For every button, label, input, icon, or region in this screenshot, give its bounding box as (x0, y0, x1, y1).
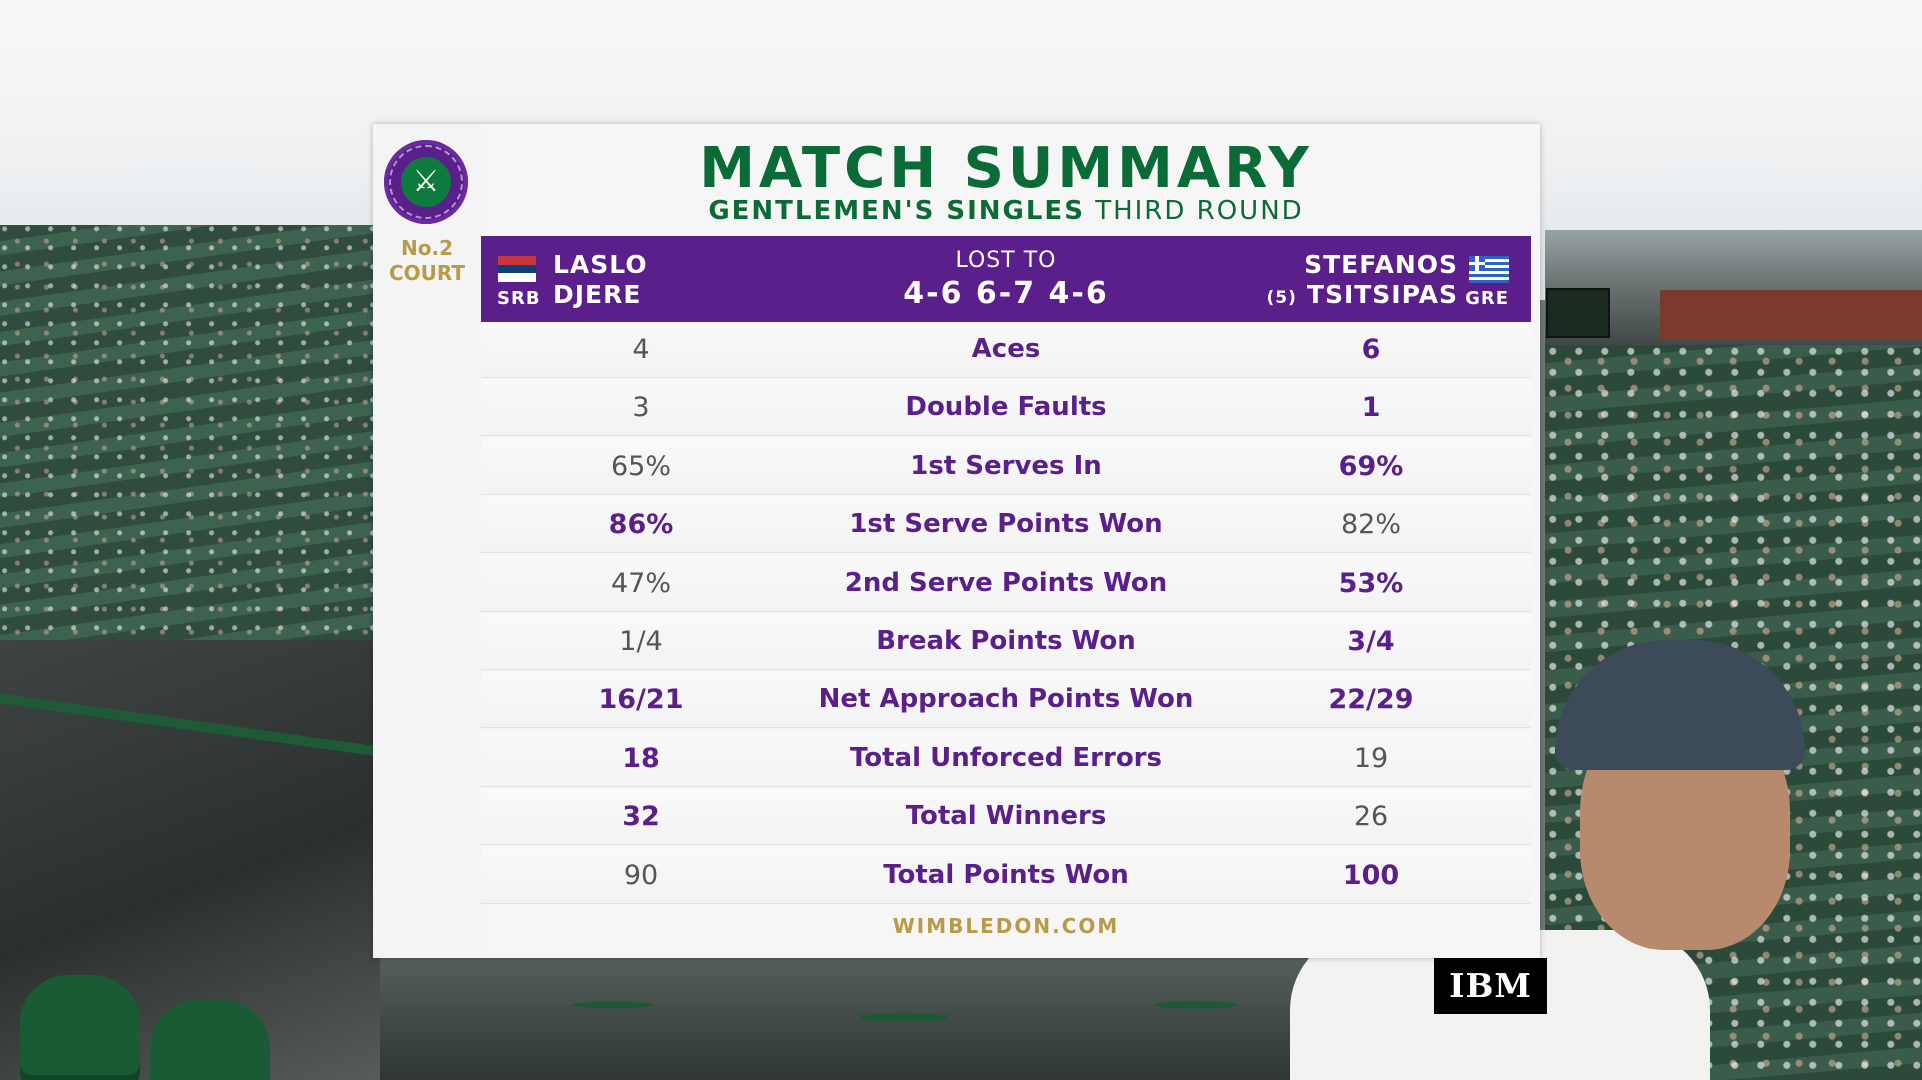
right-player-stat: 26 (1353, 801, 1389, 833)
right-player-stat: 19 (1353, 742, 1389, 774)
crossed-rackets-icon: ⚔ (401, 157, 451, 207)
ibm-sponsor-logo: IBM (1434, 958, 1547, 1014)
right-player-country: GRE (1465, 288, 1509, 309)
left-player-stat: 3 (632, 392, 650, 424)
left-player-stat: 4 (632, 334, 650, 365)
right-player-stat: 6 (1361, 334, 1381, 365)
left-player-stat: 32 (622, 801, 660, 833)
right-player-stat: 82% (1340, 509, 1401, 541)
left-player-first-name: LASLO (553, 250, 648, 279)
stat-row: 1/4 Break Points Won 3/4 (481, 613, 1531, 670)
court-number: No.2 (401, 236, 453, 260)
left-player-stat: 16/21 (598, 684, 684, 716)
event-name: GENTLEMEN'S SINGLES (708, 196, 1085, 226)
stat-row: 90 Total Points Won 100 (481, 847, 1531, 904)
right-player-stat: 22/29 (1328, 684, 1414, 716)
right-player-stat: 100 (1342, 859, 1400, 891)
left-player-stat: 65% (610, 450, 671, 482)
left-player-stat: 90 (623, 859, 659, 891)
left-player-stat: 86% (608, 509, 674, 541)
court-label: COURT (388, 261, 466, 285)
right-player-stat: 69% (1338, 450, 1404, 482)
event-round: THIRD ROUND (1095, 196, 1304, 226)
match-summary-panel: ⚔ No.2 COURT MATCH SUMMARY GENTLEMEN'S S… (373, 124, 1540, 958)
stat-row: 18 Total Unforced Errors 19 (481, 730, 1531, 787)
footer-site: WIMBLEDON.COM (892, 914, 1120, 938)
court-name: No.2 COURT (373, 236, 481, 286)
stat-label: Double Faults (905, 392, 1107, 423)
stat-label: Net Approach Points Won (818, 684, 1194, 715)
right-player-stat: 53% (1338, 567, 1404, 599)
stadium-seat (150, 1000, 270, 1080)
distant-scoreboard (1546, 288, 1610, 338)
stat-row: 47% 2nd Serve Points Won 53% (481, 555, 1531, 612)
stat-row: 4 Aces 6 (481, 322, 1531, 378)
stat-label: 2nd Serve Points Won (844, 567, 1168, 598)
left-player-country: SRB (497, 288, 541, 309)
stadium-roof (1660, 290, 1922, 340)
right-player-surname: TSITSIPAS (1306, 280, 1458, 309)
right-player-stat: 3/4 (1347, 625, 1395, 657)
stats-table: 4 Aces 6 3 Double Faults 1 65% 1st Serves In 69%… (481, 322, 1531, 906)
stadium-seat (20, 975, 140, 1080)
stat-label: Total Unforced Errors (850, 742, 1162, 773)
stat-row: 3 Double Faults 1 (481, 380, 1531, 437)
greece-flag-icon (1469, 256, 1509, 283)
left-player-last-name: DJERE (553, 280, 642, 309)
page-title: MATCH SUMMARY (699, 136, 1313, 201)
right-player-first-name: STEFANOS (1304, 250, 1458, 279)
result-score: 4-6 6-7 4-6 (903, 276, 1109, 311)
right-player-stat: 1 (1361, 392, 1381, 424)
stat-label: Total Points Won (883, 859, 1129, 890)
stat-label: 1st Serves In (910, 450, 1102, 481)
left-player-stat: 1/4 (619, 625, 663, 657)
stat-label: Total Winners (905, 801, 1107, 832)
event-subtitle: GENTLEMEN'S SINGLES THIRD ROUND (481, 196, 1531, 226)
wimbledon-logo-icon: ⚔ (384, 140, 468, 224)
stat-label: 1st Serve Points Won (849, 509, 1163, 540)
stat-row: 32 Total Winners 26 (481, 789, 1531, 846)
serbia-flag-icon (498, 256, 536, 282)
logo-ring (389, 145, 463, 219)
left-player-stat: 18 (622, 742, 660, 774)
result-label: LOST TO (955, 248, 1057, 273)
right-player-seed: (5) (1266, 288, 1297, 308)
left-player-stat: 47% (610, 567, 671, 599)
side-column: ⚔ No.2 COURT (373, 124, 481, 958)
stat-label: Aces (971, 334, 1041, 364)
stat-row: 86% 1st Serve Points Won 82% (481, 497, 1531, 554)
players-header: SRB LASLO DJERE LOST TO 4-6 6-7 4-6 STEF… (481, 236, 1531, 322)
stat-row: 65% 1st Serves In 69% (481, 438, 1531, 495)
stat-label: Break Points Won (876, 625, 1136, 656)
stat-row: 16/21 Net Approach Points Won 22/29 (481, 672, 1531, 729)
right-player-last-name: (5) TSITSIPAS (1267, 280, 1458, 309)
